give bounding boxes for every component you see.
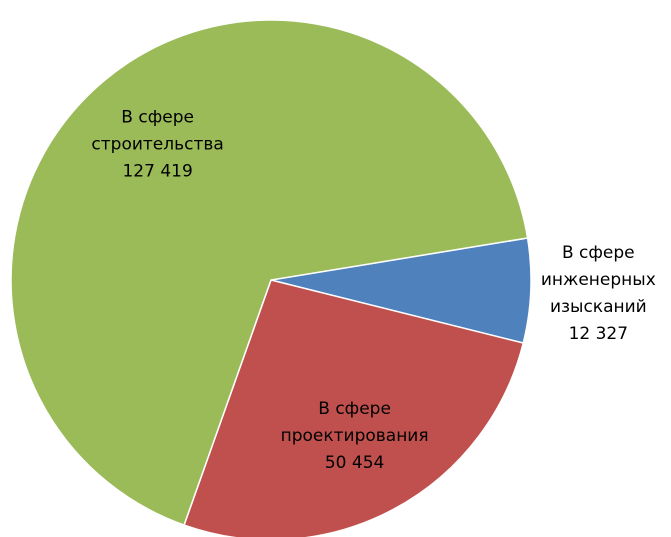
pie-slice	[10, 19, 529, 527]
pie-slice	[183, 279, 525, 537]
slice-label: В сфере	[562, 243, 635, 263]
value-label: 50 454	[325, 453, 384, 473]
slice-label: инженерных	[541, 270, 656, 290]
slice-label: изысканий	[550, 297, 647, 317]
value-label: 12 327	[569, 324, 628, 344]
slice-label: строительства	[91, 134, 223, 154]
slice-label: В сфере	[121, 107, 194, 127]
slice-label: В сфере	[318, 399, 391, 419]
value-label: 127 419	[122, 161, 192, 181]
slice-label: проектирования	[281, 426, 429, 446]
